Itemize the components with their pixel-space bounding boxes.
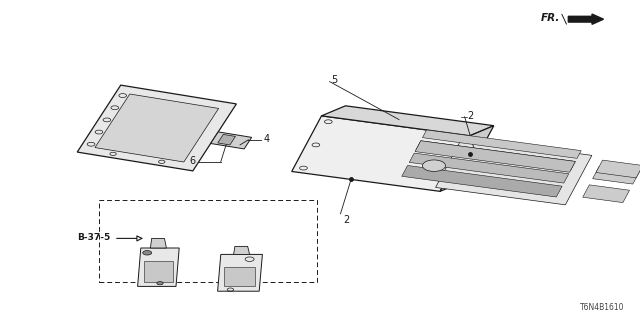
Polygon shape — [144, 261, 173, 282]
Polygon shape — [77, 85, 236, 171]
Text: 2: 2 — [467, 111, 474, 121]
Bar — [99, 200, 317, 282]
Polygon shape — [138, 248, 179, 286]
Polygon shape — [596, 160, 640, 178]
Polygon shape — [440, 126, 494, 191]
Polygon shape — [218, 254, 262, 291]
Polygon shape — [321, 106, 494, 136]
Polygon shape — [292, 116, 470, 191]
Text: FR.: FR. — [541, 12, 560, 23]
Polygon shape — [416, 141, 575, 171]
Polygon shape — [409, 153, 569, 183]
Polygon shape — [234, 246, 250, 254]
Polygon shape — [211, 132, 252, 149]
FancyArrow shape — [568, 14, 604, 24]
Text: 4: 4 — [264, 134, 270, 144]
Polygon shape — [436, 138, 592, 205]
Polygon shape — [224, 267, 255, 286]
Text: T6N4B1610: T6N4B1610 — [579, 303, 624, 312]
Polygon shape — [402, 165, 562, 197]
Polygon shape — [218, 134, 236, 145]
Circle shape — [422, 160, 445, 172]
Polygon shape — [150, 238, 166, 248]
Polygon shape — [415, 141, 575, 172]
Text: 2: 2 — [343, 215, 349, 225]
Circle shape — [143, 251, 152, 255]
Text: B-37-5: B-37-5 — [77, 233, 110, 242]
Polygon shape — [582, 185, 630, 203]
Text: 6: 6 — [189, 156, 196, 166]
Text: 5: 5 — [332, 75, 338, 85]
Circle shape — [157, 282, 163, 285]
Polygon shape — [95, 94, 219, 162]
Polygon shape — [422, 130, 581, 158]
Polygon shape — [593, 166, 639, 184]
